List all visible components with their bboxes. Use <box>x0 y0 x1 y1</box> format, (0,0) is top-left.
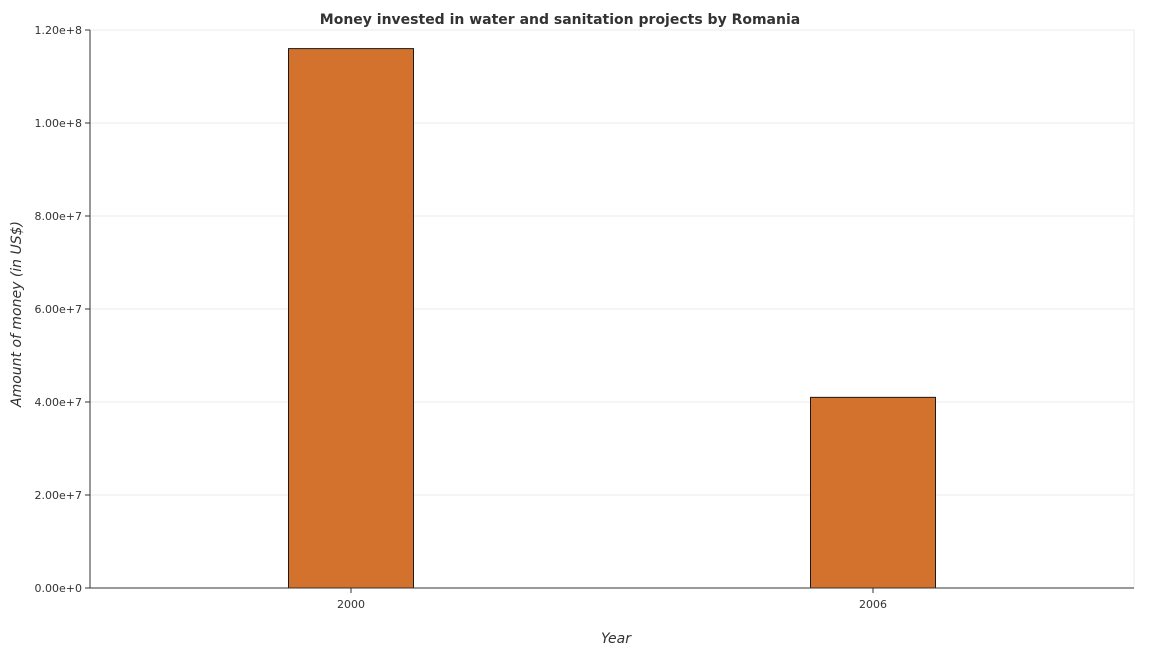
y-tick-label: 6.00e+7 <box>35 303 82 316</box>
y-tick-label: 1.00e+8 <box>35 117 82 130</box>
y-tick-label: 1.20e+8 <box>35 24 82 37</box>
x-tick-label-2000: 2000 <box>337 598 365 611</box>
y-tick-label: 4.00e+7 <box>35 396 82 409</box>
x-tick-label-2006: 2006 <box>859 598 887 611</box>
y-tick-label: 8.00e+7 <box>35 210 82 223</box>
x-tick-labels: 2000 2006 <box>337 598 887 611</box>
y-tick-label: 2.00e+7 <box>35 489 82 502</box>
y-tick-labels: 0.00e+0 2.00e+7 4.00e+7 6.00e+7 8.00e+7 1.00e… <box>35 24 82 595</box>
chart-title: Money invested in water and sanitation p… <box>320 12 800 28</box>
axes <box>85 29 1134 593</box>
y-axis-label: Amount of money (in US$) <box>9 221 25 408</box>
y-tick-label: 0.00e+0 <box>35 582 82 595</box>
x-axis-label: Year <box>601 631 632 647</box>
gridlines <box>89 29 1135 589</box>
bar-2000 <box>288 48 414 589</box>
bar-2006 <box>810 396 936 589</box>
bars <box>288 48 936 589</box>
